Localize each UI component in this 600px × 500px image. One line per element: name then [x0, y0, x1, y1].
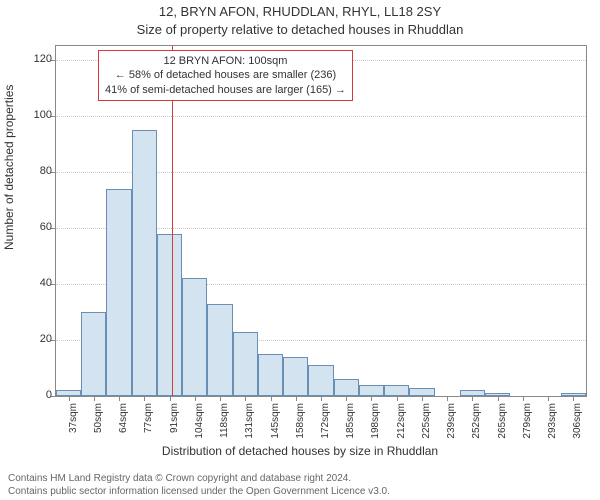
histogram-bar [233, 332, 258, 396]
ytick-label: 120 [22, 53, 52, 65]
ytick-label: 40 [22, 277, 52, 289]
y-axis-label: Number of detached properties [2, 85, 16, 250]
xtick-mark [271, 396, 272, 401]
xtick-label: 158sqm [295, 403, 306, 453]
xtick-mark [422, 396, 423, 401]
annotation-box: 12 BRYN AFON: 100sqm ← 58% of detached h… [98, 50, 353, 101]
xtick-mark [296, 396, 297, 401]
xtick-label: 185sqm [345, 403, 356, 453]
xtick-label: 293sqm [547, 403, 558, 453]
histogram-bar [334, 379, 359, 396]
xtick-mark [220, 396, 221, 401]
histogram-bar [157, 234, 182, 396]
xtick-label: 252sqm [471, 403, 482, 453]
xtick-label: 265sqm [497, 403, 508, 453]
histogram-bar [182, 278, 207, 396]
footer-line1: Contains HM Land Registry data © Crown c… [8, 472, 390, 485]
annotation-line2: ← 58% of detached houses are smaller (23… [105, 68, 346, 82]
xtick-label: 212sqm [396, 403, 407, 453]
xtick-mark [245, 396, 246, 401]
histogram-bar [132, 130, 157, 396]
histogram-bar [258, 354, 283, 396]
gridline [56, 116, 586, 117]
xtick-mark [447, 396, 448, 401]
xtick-label: 145sqm [270, 403, 281, 453]
chart-container: 12, BRYN AFON, RHUDDLAN, RHYL, LL18 2SY … [0, 0, 600, 500]
annotation-line1: 12 BRYN AFON: 100sqm [105, 54, 346, 68]
xtick-label: 64sqm [118, 403, 129, 453]
xtick-label: 118sqm [219, 403, 230, 453]
chart-title-sub: Size of property relative to detached ho… [0, 22, 600, 37]
xtick-label: 104sqm [194, 403, 205, 453]
histogram-bar [81, 312, 106, 396]
histogram-bar [106, 189, 131, 396]
xtick-label: 131sqm [244, 403, 255, 453]
xtick-label: 91sqm [169, 403, 180, 453]
xtick-mark [321, 396, 322, 401]
xtick-mark [144, 396, 145, 401]
ytick-label: 60 [22, 221, 52, 233]
xtick-label: 37sqm [68, 403, 79, 453]
ytick-label: 80 [22, 165, 52, 177]
xtick-label: 77sqm [143, 403, 154, 453]
histogram-bar [283, 357, 308, 396]
xtick-label: 172sqm [320, 403, 331, 453]
xtick-mark [498, 396, 499, 401]
xtick-label: 225sqm [421, 403, 432, 453]
xtick-mark [69, 396, 70, 401]
xtick-label: 239sqm [446, 403, 457, 453]
histogram-bar [207, 304, 232, 396]
ytick-label: 20 [22, 333, 52, 345]
xtick-label: 50sqm [93, 403, 104, 453]
histogram-bar [384, 385, 409, 396]
footer-line2: Contains public sector information licen… [8, 485, 390, 498]
xtick-mark [523, 396, 524, 401]
xtick-label: 198sqm [370, 403, 381, 453]
xtick-mark [573, 396, 574, 401]
ytick-label: 100 [22, 109, 52, 121]
xtick-label: 279sqm [522, 403, 533, 453]
chart-title-main: 12, BRYN AFON, RHUDDLAN, RHYL, LL18 2SY [0, 4, 600, 19]
footer: Contains HM Land Registry data © Crown c… [8, 472, 390, 498]
annotation-line3: 41% of semi-detached houses are larger (… [105, 83, 346, 97]
ytick-label: 0 [22, 389, 52, 401]
xtick-mark [472, 396, 473, 401]
xtick-mark [548, 396, 549, 401]
xtick-mark [119, 396, 120, 401]
xtick-mark [170, 396, 171, 401]
xtick-mark [195, 396, 196, 401]
xtick-mark [397, 396, 398, 401]
histogram-bar [359, 385, 384, 396]
histogram-bar [409, 388, 434, 396]
xtick-mark [371, 396, 372, 401]
histogram-bar [308, 365, 333, 396]
xtick-mark [94, 396, 95, 401]
plot-area: 12 BRYN AFON: 100sqm ← 58% of detached h… [55, 45, 587, 397]
xtick-mark [346, 396, 347, 401]
xtick-label: 306sqm [572, 403, 583, 453]
